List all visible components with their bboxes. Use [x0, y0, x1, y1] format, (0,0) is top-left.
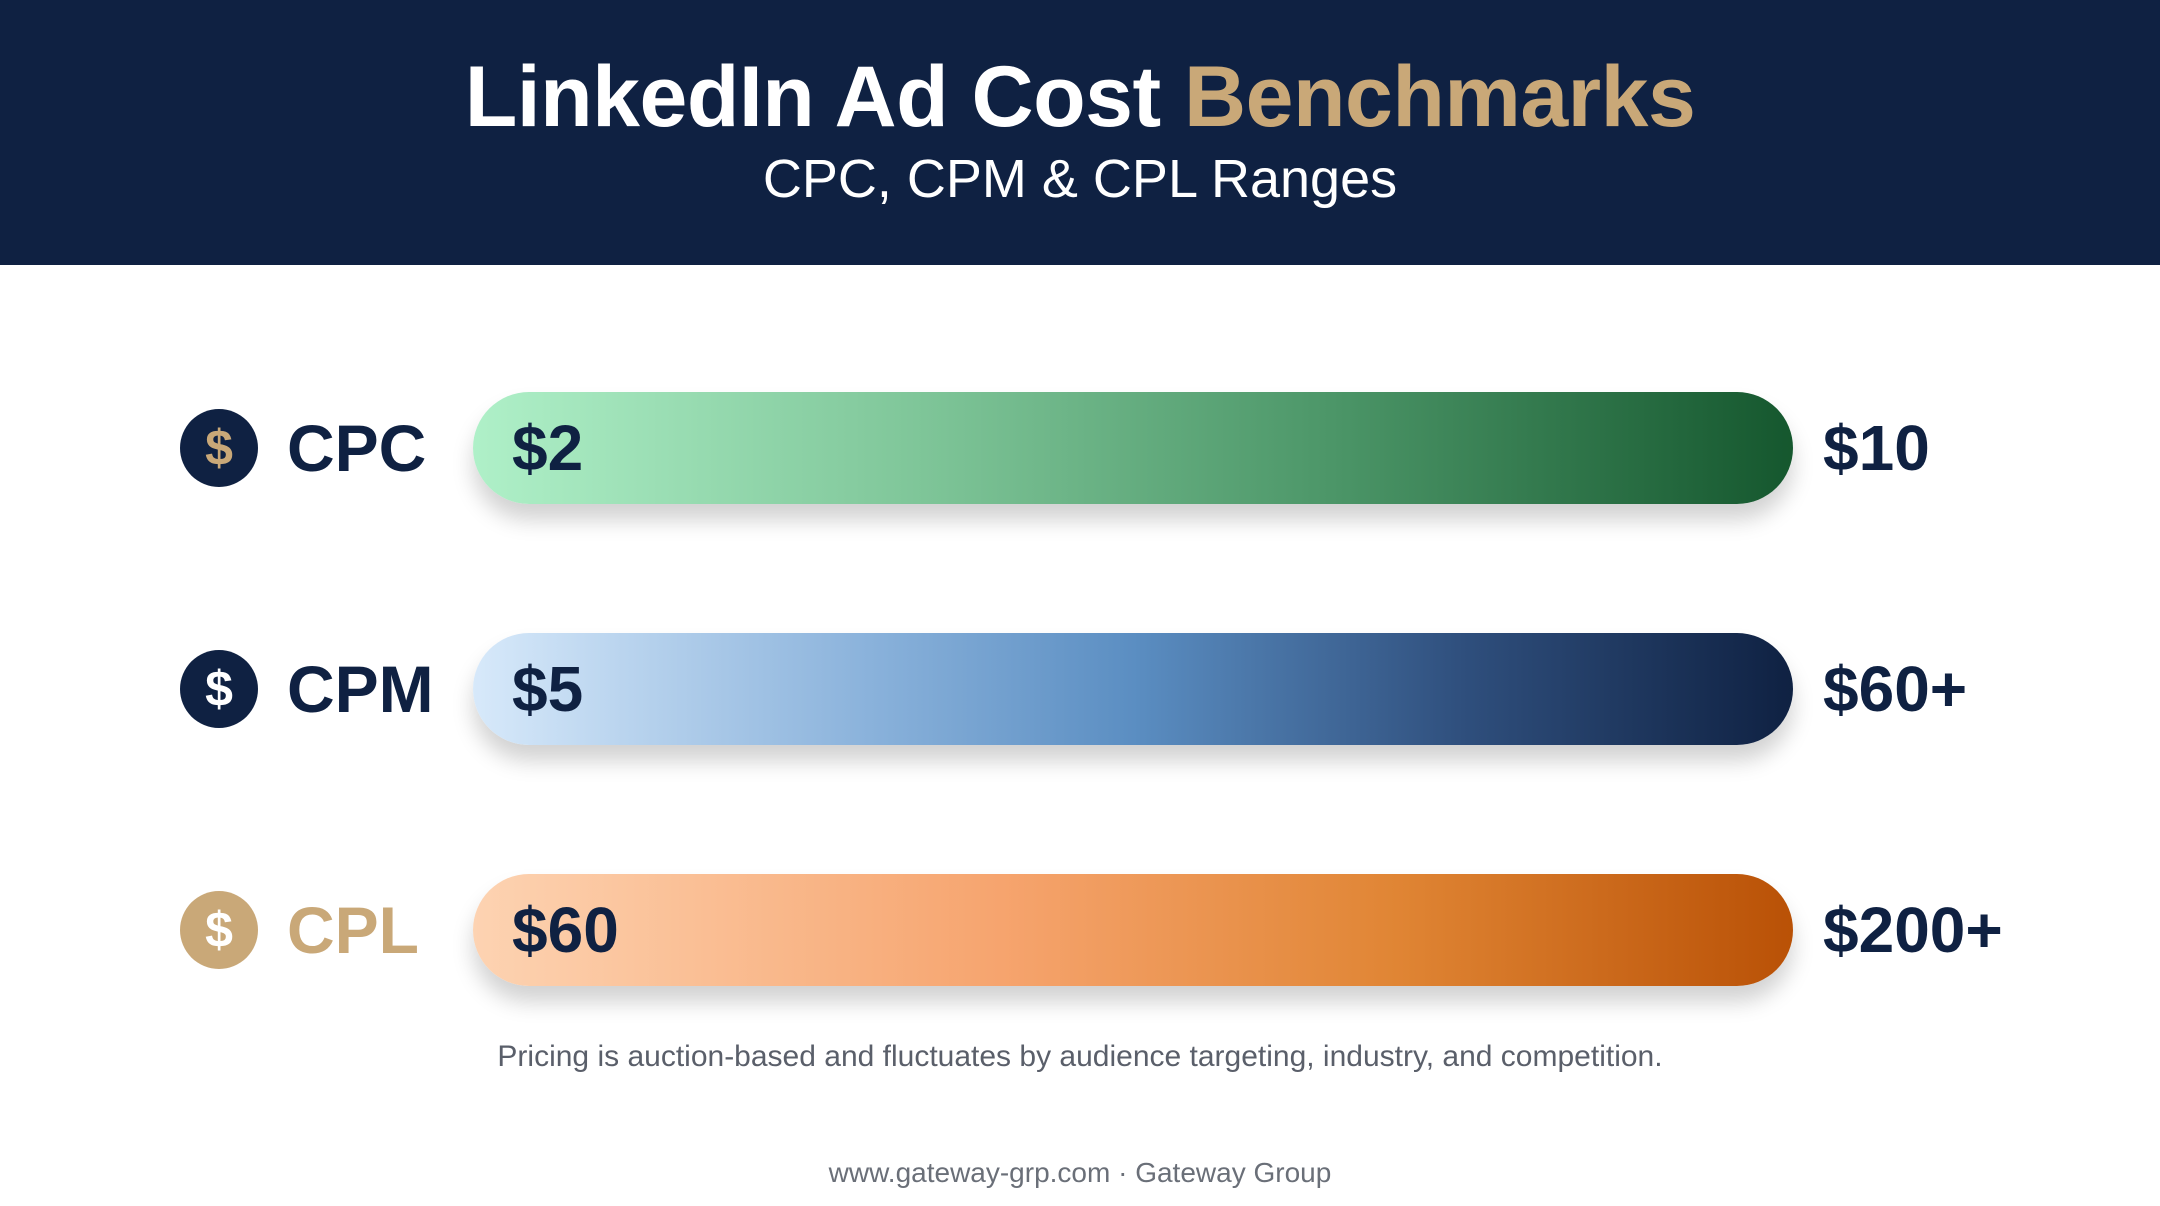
page-title: LinkedIn Ad Cost Benchmarks	[0, 48, 2160, 147]
page-subtitle: CPC, CPM & CPL Ranges	[762, 149, 1398, 209]
metric-label-cpc: CPC	[287, 411, 427, 485]
header-banner: LinkedIn Ad Cost Benchmarks CPC, CPM & C…	[0, 0, 2160, 265]
metric-row-cpm: $ CPM $5 $60+	[0, 633, 2160, 745]
range-bar-cpc	[473, 392, 1793, 504]
range-bar-cpl	[473, 874, 1793, 986]
min-value-cpc: $2	[512, 412, 584, 484]
max-value-cpl: $200+	[1823, 894, 2003, 966]
dollar-icon: $	[180, 650, 258, 728]
title-main: LinkedIn Ad Cost	[464, 49, 1185, 145]
min-value-cpm: $5	[512, 653, 584, 725]
range-bar-cpm	[473, 633, 1793, 745]
metric-row-cpl: $ CPL $60 $200+	[0, 874, 2160, 986]
dollar-icon: $	[180, 409, 258, 487]
max-value-cpc: $10	[1823, 412, 1930, 484]
footer-credit: www.gateway-grp.com · Gateway Group	[828, 1157, 1332, 1188]
metric-row-cpc: $ CPC $2 $10	[0, 392, 2160, 504]
title-accent: Benchmarks	[1184, 49, 1696, 145]
metric-label-cpl: CPL	[287, 893, 419, 967]
metric-label-cpm: CPM	[287, 652, 434, 726]
max-value-cpm: $60+	[1823, 653, 1968, 725]
min-value-cpl: $60	[512, 894, 619, 966]
dollar-icon: $	[180, 891, 258, 969]
pricing-note: Pricing is auction-based and fluctuates …	[497, 1040, 1663, 1073]
